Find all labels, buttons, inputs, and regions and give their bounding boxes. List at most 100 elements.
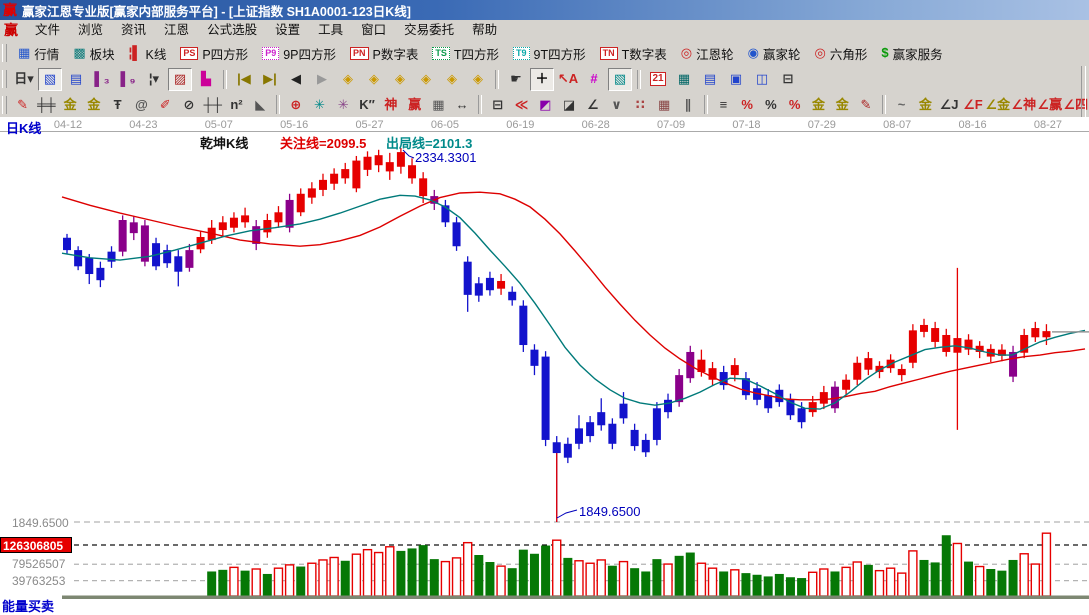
menu-item[interactable]: 浏览	[78, 23, 104, 37]
gold-fence-b-button[interactable]: 金	[83, 93, 105, 116]
volume-axis-label: 39763253	[12, 574, 66, 588]
v-lines-button[interactable]: ∨	[606, 93, 628, 116]
fan-box-purple-button[interactable]: ◩	[534, 93, 556, 116]
quotes-grid-button[interactable]: ▦ 行情	[11, 41, 66, 65]
f-fence-button[interactable]: Ŧ	[107, 93, 129, 116]
gold-line-button[interactable]: 金	[831, 93, 853, 116]
bars-9-button[interactable]: ▌₉	[116, 68, 140, 91]
hand-tool-button[interactable]: ☛	[504, 68, 528, 91]
sectors-button[interactable]: ▩ 板块	[66, 41, 121, 65]
star-burst-button[interactable]: ✳	[309, 93, 331, 116]
gold-circle-button[interactable]: 金	[808, 93, 830, 116]
kline-chart-area[interactable]: 04-12 04-23 05-07 05-16 05-27 06-05 06-19 06-28…	[0, 117, 1089, 614]
ruler-button[interactable]: ┼┼	[202, 93, 224, 116]
box-handle-button[interactable]: ⊟	[487, 93, 509, 116]
next-bar-button[interactable]: ▶	[310, 68, 334, 91]
angle-lines-button[interactable]: ∠	[582, 93, 604, 116]
k-mark-button[interactable]: K″	[356, 93, 378, 116]
pct-line-red-button[interactable]: %	[736, 93, 758, 116]
menu-item[interactable]: 江恩	[164, 23, 190, 37]
n-square-button[interactable]: n²	[226, 93, 248, 116]
pen-tool-button[interactable]: ✎	[12, 93, 34, 116]
calendar-21-button[interactable]: 21	[646, 68, 670, 91]
crosshair-tool-button[interactable]: ＋	[530, 67, 554, 91]
angle-gold-button[interactable]: ∠金	[985, 93, 1010, 116]
p9-square-button[interactable]: P9 9P四方形	[255, 41, 343, 65]
gann-fan-button[interactable]: ≪	[511, 93, 533, 116]
angle-j-button[interactable]: ∠J	[938, 93, 960, 116]
toolbar-grip[interactable]	[2, 95, 7, 114]
pointer-label-tool-button[interactable]: ↖A	[556, 68, 580, 91]
t9-square-button[interactable]: T9 9T四方形	[506, 41, 593, 65]
t-number-button[interactable]: TN T数字表	[593, 41, 674, 65]
save-button[interactable]: ▣	[724, 68, 748, 91]
magenta-grid-tool-button[interactable]: #	[582, 68, 606, 91]
level-list-button[interactable]: ≡	[713, 93, 735, 116]
shen-fence-button[interactable]: 神	[380, 93, 402, 116]
info-document-button[interactable]: ▤	[64, 68, 88, 91]
zoom-out-button[interactable]: ◈	[440, 68, 464, 91]
hexagon-button[interactable]: ◎ 六角形	[807, 41, 874, 65]
box-grid-button[interactable]: ▦	[653, 93, 675, 116]
printer-button[interactable]: ⊟	[776, 68, 800, 91]
star-box-button[interactable]: ✳	[332, 93, 354, 116]
gold-box-button[interactable]: 金	[914, 93, 936, 116]
zoom-horizontal-button[interactable]: ◈	[388, 68, 412, 91]
prev-bar-button[interactable]: ◀	[284, 68, 308, 91]
angle-ying-button[interactable]: ∠赢	[1037, 93, 1062, 116]
pattern-blue-button[interactable]: ▧	[38, 67, 62, 91]
gold-fence-a-button[interactable]: 金	[59, 93, 81, 116]
histogram-pink-button[interactable]: ▙	[194, 68, 218, 91]
bars-3-button[interactable]: ▌₃	[90, 68, 114, 91]
menu-item[interactable]: 窗口	[361, 23, 387, 37]
toolbar-grip[interactable]	[2, 44, 7, 62]
t-square-button[interactable]: TS T四方形	[425, 41, 506, 65]
kline-chart-canvas[interactable]: 04-12 04-23 05-07 05-16 05-27 06-05 06-19 06-28…	[0, 117, 1089, 610]
pct-under-button[interactable]: %	[784, 93, 806, 116]
ying-fence-button[interactable]: 赢	[404, 93, 426, 116]
winner-service-button[interactable]: $ 赢家服务	[874, 41, 949, 65]
menu-item[interactable]: 工具	[318, 23, 344, 37]
angle-f-button[interactable]: ∠F	[962, 93, 984, 116]
grid-123-button[interactable]: ▦	[428, 93, 450, 116]
gann-target-button[interactable]: ⊕	[285, 93, 307, 116]
zoom-right-button[interactable]: ◈	[362, 68, 386, 91]
menu-item[interactable]: 公式选股	[207, 23, 258, 37]
zoom-fit-button[interactable]: ◈	[466, 68, 490, 91]
menu-item[interactable]: 交易委托	[404, 23, 455, 37]
dot-grid-button[interactable]: ∷	[629, 93, 651, 116]
pen-levels-button[interactable]: ✎	[855, 93, 877, 116]
menu-item[interactable]: 帮助	[472, 23, 498, 37]
wave-tool-button[interactable]: ~	[891, 93, 913, 116]
p-number-button[interactable]: PN P数字表	[343, 41, 425, 65]
pen-ruler-button[interactable]: ✐	[154, 93, 176, 116]
kline-period-dropdown-button[interactable]: 日▾	[12, 68, 36, 91]
gann-wheel-button[interactable]: ◎ 江恩轮	[674, 41, 741, 65]
pattern-teal-button[interactable]: ▧	[608, 67, 632, 91]
angle-shen-button[interactable]: ∠神	[1011, 93, 1036, 116]
spiral-tool-button[interactable]: @	[131, 93, 153, 116]
calculator-button[interactable]: ▦	[672, 68, 696, 91]
circle-ruler-button[interactable]: ⊘	[178, 93, 200, 116]
last-bar-button[interactable]: ▶|	[258, 68, 282, 91]
send-network-button[interactable]: ◫	[750, 68, 774, 91]
parallel-lines-button[interactable]: ∥	[677, 93, 699, 116]
price-fence-button[interactable]: ╪╪	[35, 93, 57, 116]
menu-item[interactable]: 设置	[275, 23, 301, 37]
menu-item[interactable]: 文件	[35, 23, 61, 37]
pattern-red-button[interactable]: ▨	[168, 67, 192, 91]
first-bar-button[interactable]: |◀	[232, 68, 256, 91]
p-square-button[interactable]: PS P四方形	[173, 41, 255, 65]
kline-button[interactable]: ¦▌ K线	[122, 41, 174, 65]
zoom-in-button[interactable]: ◈	[414, 68, 438, 91]
toolbar-grip[interactable]	[2, 70, 7, 88]
span-arrows-button[interactable]: ↔	[451, 93, 473, 116]
menu-item[interactable]: 资讯	[121, 23, 147, 37]
fan-box-dark-button[interactable]: ◪	[558, 93, 580, 116]
angle-mirror-button[interactable]: ◣	[249, 93, 271, 116]
memo-button[interactable]: ▤	[698, 68, 722, 91]
candle-style-dropdown-button[interactable]: ¦▾	[142, 68, 166, 91]
winner-wheel-button[interactable]: ◉ 赢家轮	[741, 41, 808, 65]
zoom-left-button[interactable]: ◈	[336, 68, 360, 91]
percent-button[interactable]: %	[760, 93, 782, 116]
